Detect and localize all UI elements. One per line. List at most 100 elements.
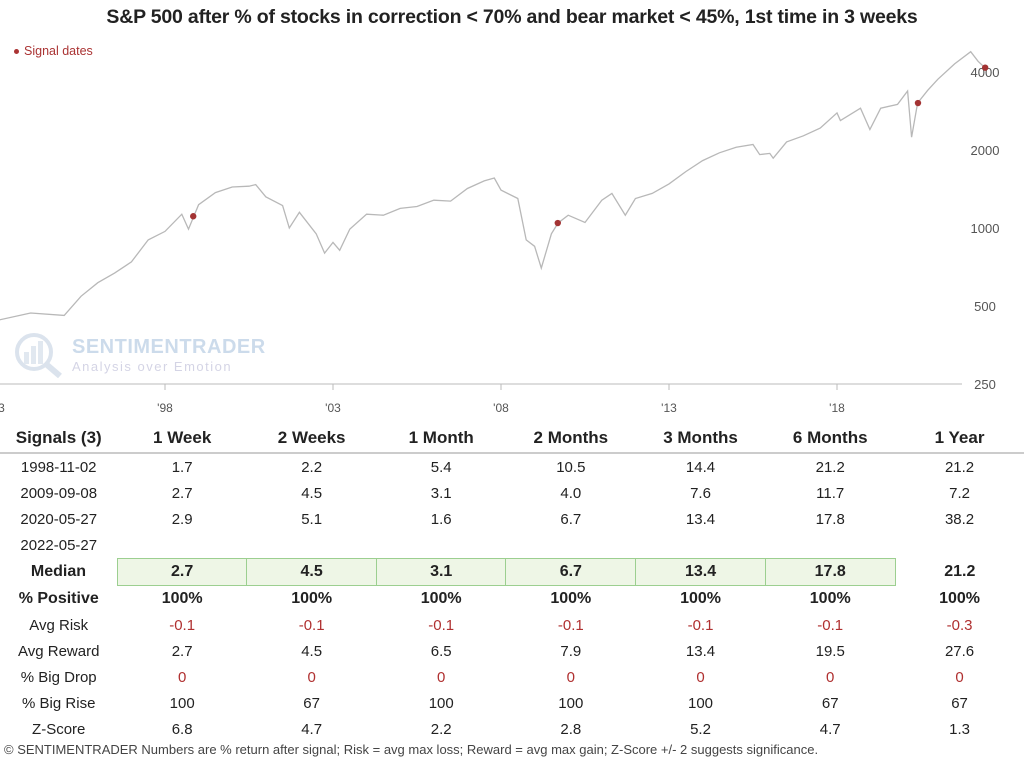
table-cell: Z-Score	[32, 720, 86, 738]
table-row: 1998-11-02 1.7 2.2 5.4 10.5 14.4 21.2 21.2	[0, 453, 1024, 480]
table-cell: % Positive	[18, 589, 99, 607]
table-cell: 67	[951, 694, 968, 712]
table-cell: 1.7	[171, 458, 193, 476]
legend-label: Signal dates	[24, 44, 93, 58]
table-cell: Avg Reward	[18, 642, 100, 660]
table-cell: 10.5	[556, 458, 586, 476]
table-cell: 3.1	[430, 484, 452, 502]
table-cell: % Big Drop	[20, 668, 97, 686]
y-tick-label: 250	[974, 377, 996, 392]
table-cell: 11.7	[816, 484, 845, 502]
table-cell: 3.1	[375, 558, 507, 586]
table-cell: 2.7	[171, 484, 193, 502]
table-row: 2009-09-08 2.7 4.5 3.1 4.0 7.6 11.7 7.2	[0, 480, 1024, 506]
chart-title: S&P 500 after % of stocks in correction …	[106, 6, 918, 28]
table-cell: 5.2	[690, 720, 711, 738]
watermark-logo: SENTIMENTRADER Analysis over Emotion	[12, 332, 266, 378]
table-cell: 13.4	[685, 510, 716, 528]
table-cell: 21.2	[815, 458, 845, 476]
table-cell: 17.8	[815, 510, 845, 528]
table-cell: 100%	[809, 590, 851, 607]
signal-point	[190, 213, 197, 220]
signal-point	[554, 219, 561, 227]
legend: Signal dates	[14, 44, 93, 58]
table-cell: 5.1	[301, 510, 323, 528]
table-cell: 0	[955, 668, 964, 686]
table-cell	[765, 532, 895, 559]
table-cell: 2 Months	[533, 428, 609, 447]
stats-row: Avg Reward 2.7 4.5 6.5 7.9 13.4 19.5 27.6	[0, 638, 1024, 664]
table-cell: 1 Year	[934, 428, 985, 447]
table-cell	[895, 532, 1024, 559]
table-cell: 100	[169, 694, 195, 712]
table-cell: 19.5	[815, 642, 845, 660]
table-cell: 100%	[939, 589, 980, 607]
table-cell: 13.4	[635, 558, 766, 586]
table-cell: 0	[177, 668, 187, 686]
table-cell: 21.2	[944, 563, 976, 580]
signal-point	[914, 99, 922, 107]
table-cell: 0	[826, 668, 835, 686]
table-cell: -0.1	[557, 616, 584, 634]
table-cell: 4.7	[819, 720, 841, 738]
y-tick-label: 4000	[971, 65, 1000, 80]
table-cell: Avg Risk	[29, 616, 89, 634]
table-cell: 0	[696, 668, 705, 686]
stats-row: % Positive 100% 100% 100% 100% 100% 100% 100%	[0, 586, 1024, 613]
table-cell: -0.1	[687, 616, 714, 634]
stats-row: Median 2.7 4.5 3.1 6.7 13.4 17.8 21.2	[0, 558, 1024, 586]
table-cell: 0	[437, 668, 446, 686]
signal-point	[981, 64, 989, 71]
table-cell: % Big Rise	[22, 694, 96, 712]
table-cell: 17.8	[764, 558, 896, 586]
table-cell: 4.7	[301, 720, 323, 738]
table-cell: 1.6	[430, 510, 452, 528]
table-cell: 4.5	[246, 558, 377, 586]
table-cell: 7.2	[949, 484, 970, 502]
table-cell: 100%	[680, 590, 721, 607]
watermark-brand: SENTIMENTRADER	[72, 336, 266, 358]
y-tick-label: 2000	[971, 143, 1000, 158]
table-cell: 3 Months	[663, 428, 738, 447]
table-cell	[636, 532, 766, 559]
table-cell: 100%	[420, 590, 462, 607]
table-cell: 21.2	[944, 458, 975, 476]
table-cell: 6.7	[505, 558, 637, 586]
watermark-tagline: Analysis over Emotion	[72, 359, 233, 374]
table-cell: 2.7	[171, 642, 193, 660]
sp500-line	[0, 50, 986, 321]
table-cell: 1.3	[949, 720, 970, 738]
table-cell	[117, 532, 246, 559]
table-cell: 1998-11-02	[20, 458, 97, 476]
table-cell: 6.8	[171, 720, 193, 738]
table-cell: 38.2	[944, 510, 975, 528]
table-row: 2022-05-27	[0, 532, 1024, 559]
header-row: Signals (3) 1 Week 2 Weeks 1 Month 2 Months 3…	[0, 424, 1024, 453]
table-cell: 2 Weeks	[277, 428, 346, 447]
table-cell: 6.5	[430, 642, 452, 660]
table-cell: 1 Week	[153, 428, 212, 447]
table-cell: 2.2	[430, 720, 452, 738]
x-tick-label: '13	[661, 401, 677, 415]
table-cell: 6.7	[560, 510, 582, 528]
table-cell: 4.5	[301, 484, 323, 502]
table-cell: 100%	[161, 590, 203, 607]
magnifier-chart-icon	[15, 333, 62, 378]
stats-row: % Big Drop 0 0 0 0 0 0 0	[0, 664, 1024, 690]
y-tick-label: 500	[974, 299, 996, 314]
table-row: 2020-05-27 2.9 5.1 1.6 6.7 13.4 17.8 38.2	[0, 506, 1024, 532]
table-cell: 4.0	[560, 484, 582, 502]
table-cell: 2.9	[171, 510, 193, 528]
footer-note: © SENTIMENTRADER Numbers are % return af…	[4, 742, 819, 757]
table-cell: Median	[30, 563, 87, 580]
x-tick-label: '03	[325, 401, 341, 415]
table-cell: -0.1	[428, 616, 455, 634]
table-cell: 100	[558, 694, 584, 712]
table-cell	[506, 532, 636, 559]
table-cell: 0	[307, 668, 316, 686]
table-cell: 27.6	[944, 642, 975, 660]
table-cell: -0.1	[298, 616, 325, 634]
table-cell: 7.6	[690, 484, 711, 502]
signals-table: Signals (3) 1 Week 2 Weeks 1 Month 2 Months 3…	[0, 424, 1024, 742]
x-tick-label: '93	[0, 401, 5, 415]
